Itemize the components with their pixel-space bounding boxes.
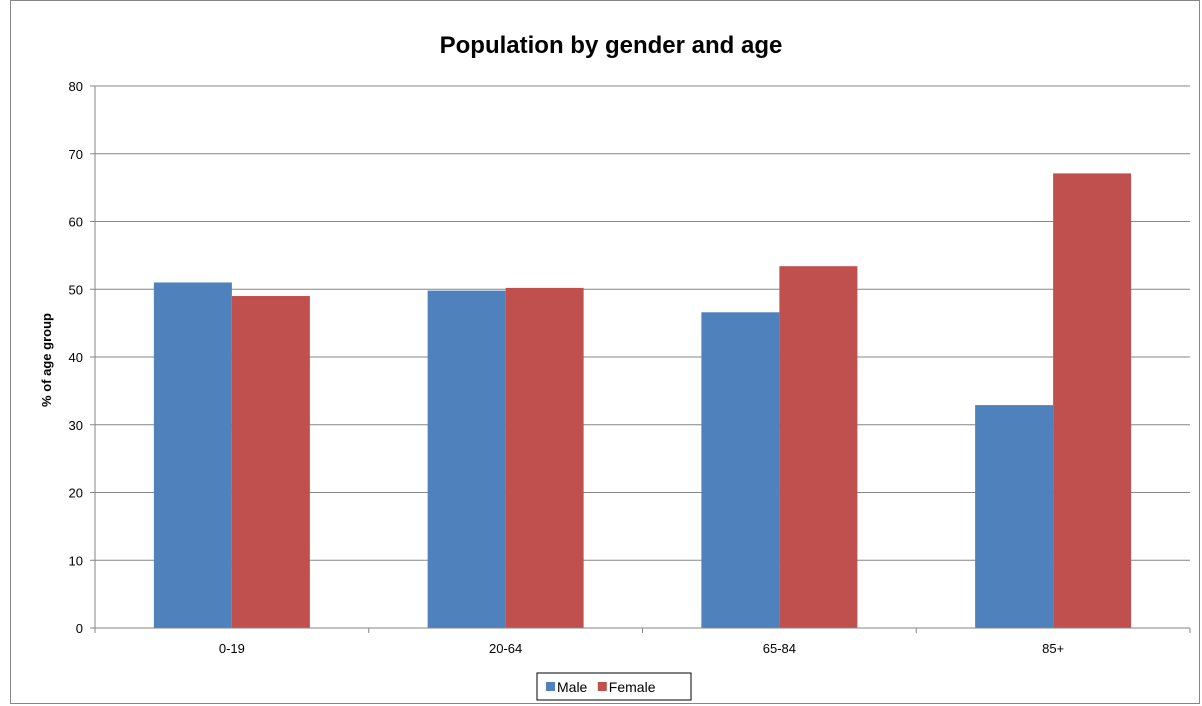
y-tick-label: 50: [69, 282, 83, 297]
y-tick-label: 10: [69, 553, 83, 568]
x-tick-label: 20-64: [489, 641, 522, 656]
bars: [153, 173, 1132, 628]
y-tick-label: 40: [69, 350, 83, 365]
legend: Male Female: [536, 672, 692, 701]
x-tick-label: 0-19: [219, 641, 245, 656]
y-tick-label: 70: [69, 147, 83, 162]
bar-female-85+: [1053, 173, 1132, 628]
x-tick-label: 65-84: [763, 641, 796, 656]
bar-male-20-64: [427, 290, 506, 628]
legend-swatch-female: [597, 682, 607, 691]
bar-female-65-84: [779, 266, 858, 628]
bar-female-0-19: [231, 296, 310, 628]
legend-swatch-male: [546, 682, 555, 691]
bar-male-85+: [975, 405, 1054, 628]
bar-male-65-84: [701, 312, 780, 628]
x-tick-label: 85+: [1042, 641, 1064, 656]
axes: [90, 85, 1191, 633]
y-tick-label: 0: [76, 621, 83, 636]
legend-label-male: Male: [557, 679, 588, 695]
bar-male-0-19: [153, 282, 232, 628]
y-tick-label: 30: [69, 418, 83, 433]
y-tick-label: 80: [69, 79, 83, 94]
x-tick-labels: 0-19 20-64 65-84 85+: [219, 641, 1064, 656]
bar-female-20-64: [505, 287, 584, 628]
y-tick-label: 60: [69, 215, 83, 230]
y-tick-labels: 0 10 20 30 40 50 60 70 80: [69, 79, 83, 636]
y-tick-label: 20: [69, 486, 83, 501]
legend-label-female: Female: [609, 679, 656, 695]
chart-title: Population by gender and age: [440, 32, 783, 59]
legend-box: [536, 672, 692, 701]
y-axis-label: % of age group: [39, 313, 54, 407]
